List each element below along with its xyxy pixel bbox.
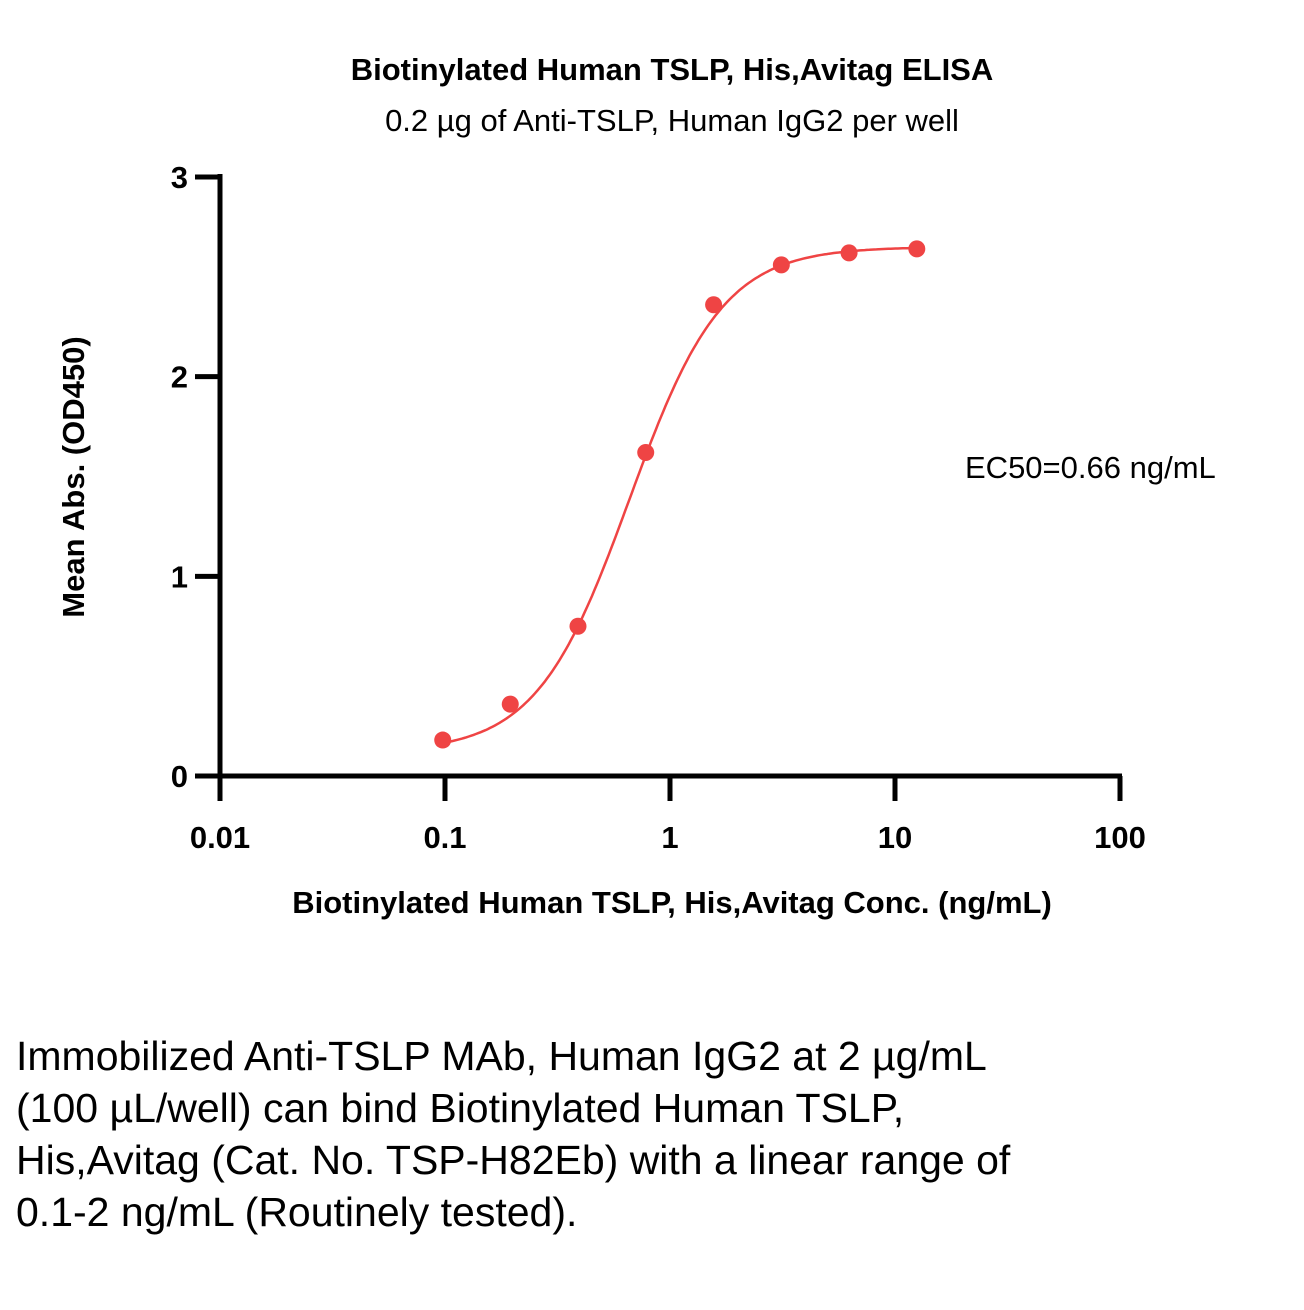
fit-curve (442, 246, 917, 745)
data-point (637, 444, 655, 462)
x-tick-label: 0.01 (190, 820, 250, 855)
chart-subtitle: 0.2 µg of Anti-TSLP, Human IgG2 per well (385, 103, 959, 138)
data-point (705, 296, 723, 314)
data-point (569, 617, 587, 635)
x-tick-label: 100 (1094, 820, 1146, 855)
y-tick-label: 2 (171, 360, 188, 395)
y-tick-label: 3 (171, 160, 188, 195)
y-tick-label: 1 (171, 559, 188, 594)
chart-title: Biotinylated Human TSLP, His,Avitag ELIS… (351, 52, 994, 87)
x-tick-label: 10 (878, 820, 912, 855)
x-tick-label: 0.1 (423, 820, 466, 855)
x-axis-label: Biotinylated Human TSLP, His,Avitag Conc… (292, 885, 1052, 920)
data-point (501, 695, 519, 713)
data-point (434, 731, 452, 749)
figure-caption: Immobilized Anti-TSLP MAb, Human IgG2 at… (16, 1033, 1011, 1235)
data-point (908, 240, 926, 258)
data-point (772, 256, 790, 274)
ec50-annotation: EC50=0.66 ng/mL (965, 450, 1216, 485)
x-tick-label: 1 (661, 820, 678, 855)
elisa-chart: Biotinylated Human TSLP, His,Avitag ELIS… (56, 52, 1216, 920)
data-point (840, 244, 858, 262)
y-axis-label: Mean Abs. (OD450) (56, 336, 91, 617)
y-tick-label: 0 (171, 759, 188, 794)
